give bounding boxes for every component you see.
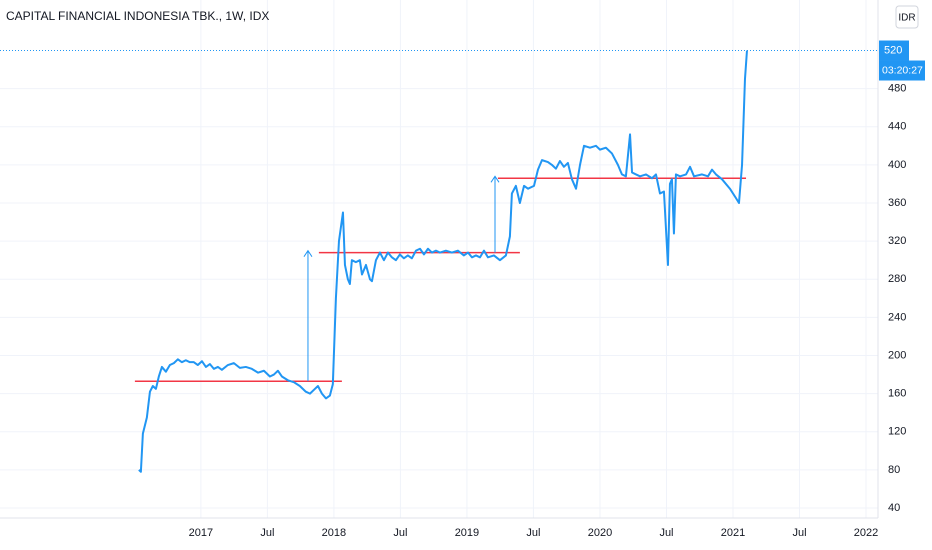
- y-tick-label: 280: [888, 273, 906, 285]
- price-line: [138, 50, 748, 473]
- y-tick-label: 400: [888, 159, 906, 171]
- plot: [0, 50, 878, 473]
- y-tick-label: 160: [888, 388, 906, 400]
- y-tick-label: 360: [888, 197, 906, 209]
- x-tick-label: Jul: [526, 527, 540, 539]
- y-tick-label: 80: [888, 464, 900, 476]
- y-tick-label: 440: [888, 121, 906, 133]
- x-tick-label: Jul: [792, 527, 806, 539]
- x-tick-label: 2020: [588, 527, 612, 539]
- currency-button[interactable]: IDR: [895, 5, 919, 29]
- x-tick-label: 2019: [455, 527, 479, 539]
- arrow: [303, 249, 313, 382]
- countdown-box: [879, 60, 925, 81]
- x-tick-label: Jul: [260, 527, 274, 539]
- x-tick-label: Jul: [393, 527, 407, 539]
- currency-button-box[interactable]: [895, 5, 919, 29]
- x-tick-label: Jul: [659, 527, 673, 539]
- last-price-box: [879, 40, 909, 61]
- currency-label[interactable]: IDR: [898, 13, 915, 24]
- arrow: [490, 175, 500, 253]
- grid: [0, 0, 878, 518]
- y-tick-label: 120: [888, 426, 906, 438]
- y-tick-label: 200: [888, 349, 906, 361]
- countdown-label: 03:20:27: [882, 64, 923, 76]
- axes: 40 80 120 160 200 240 280 320 360 400 440 480 2017 Ju…: [189, 40, 925, 539]
- x-tick-label: 2021: [721, 527, 745, 539]
- chart-title: CAPITAL FINANCIAL INDONESIA TBK., 1W, ID…: [6, 9, 269, 23]
- y-tick-label: 480: [888, 83, 906, 95]
- x-tick-label: 2022: [854, 527, 878, 539]
- y-tick-label: 240: [888, 311, 906, 323]
- x-tick-label: 2017: [189, 527, 213, 539]
- y-tick-label: 320: [888, 235, 906, 247]
- last-price-label: 520: [884, 44, 902, 56]
- x-tick-label: 2018: [322, 527, 346, 539]
- y-tick-label: 40: [888, 502, 900, 514]
